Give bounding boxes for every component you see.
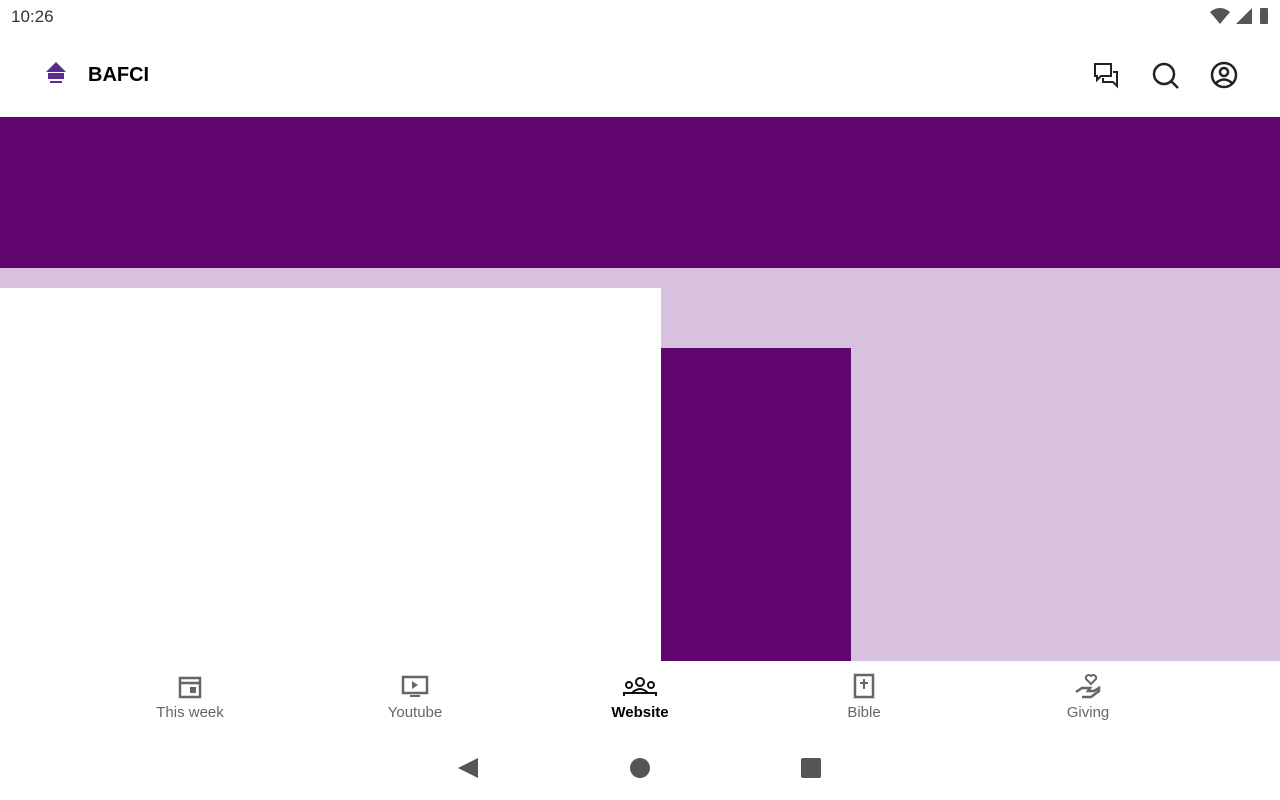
nav-label: Giving (1066, 704, 1110, 721)
home-button[interactable] (630, 758, 650, 778)
system-nav (458, 758, 821, 778)
recents-button[interactable] (801, 758, 821, 778)
nav-youtube[interactable]: Youtube (355, 672, 475, 721)
nav-this-week[interactable]: This week (130, 672, 250, 721)
nav-label: Youtube (387, 704, 443, 721)
content-card (0, 288, 661, 661)
search-button[interactable] (1151, 61, 1181, 91)
nav-label: Bible (847, 704, 881, 721)
banner (0, 117, 1280, 268)
app-title: BAFCI (88, 64, 150, 86)
nav-giving[interactable]: Giving (1028, 672, 1148, 721)
back-button[interactable] (458, 758, 478, 778)
nav-website[interactable]: Website (580, 672, 700, 721)
chat-button[interactable] (1092, 61, 1122, 91)
content-block (661, 348, 851, 661)
nav-label: This week (156, 704, 224, 721)
nav-bible[interactable]: Bible (804, 672, 924, 721)
app-logo (46, 62, 66, 83)
status-icons (1210, 8, 1268, 24)
nav-label: Website (611, 704, 669, 721)
status-time: 10:26 (11, 7, 54, 26)
account-button[interactable] (1209, 60, 1239, 90)
